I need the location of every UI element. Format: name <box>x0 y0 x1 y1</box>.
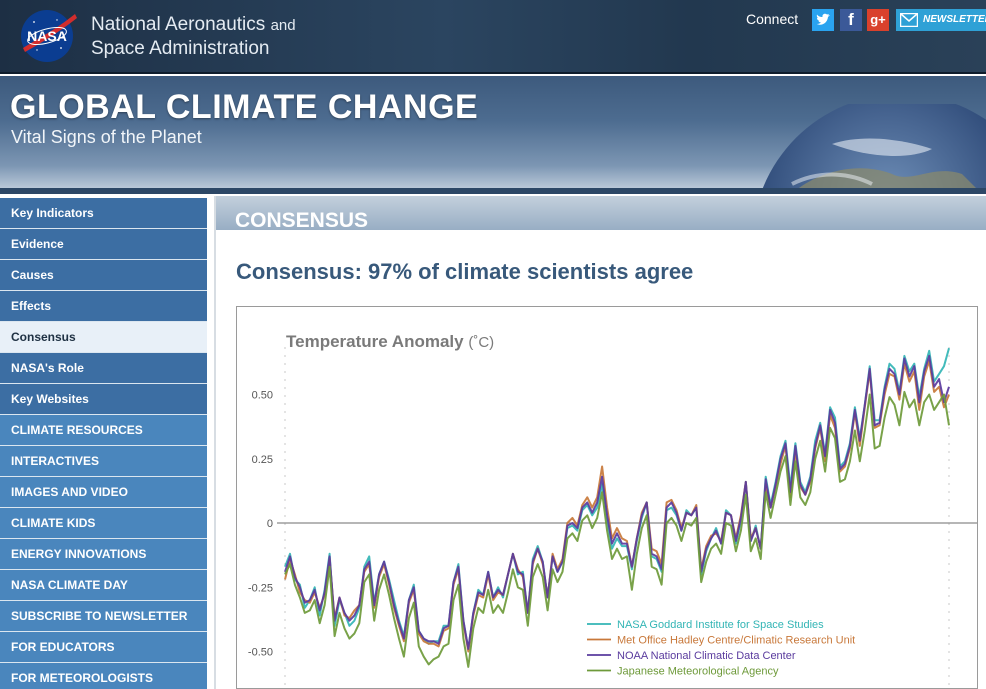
legend-label: Japanese Meteorological Agency <box>617 666 779 678</box>
legend-label: NOAA National Climatic Data Center <box>617 650 796 662</box>
sidebar-item-images-and-video[interactable]: IMAGES AND VIDEO <box>0 477 207 508</box>
y-tick-label: 0.25 <box>252 454 273 466</box>
sidebar-item-subscribe-to-newsletter[interactable]: SUBSCRIBE TO NEWSLETTER <box>0 601 207 632</box>
sidebar-item-nasas-role[interactable]: NASA's Role <box>0 353 207 384</box>
agency-name[interactable]: National Aeronautics and Space Administr… <box>91 13 296 60</box>
nasa-logo[interactable]: NASA <box>17 8 77 64</box>
sidebar-item-consensus[interactable]: Consensus <box>0 322 207 353</box>
y-tick-label: 0.50 <box>252 390 273 402</box>
facebook-icon[interactable]: f <box>840 9 862 31</box>
sidebar-item-for-educators[interactable]: FOR EDUCATORS <box>0 632 207 663</box>
legend-label: NASA Goddard Institute for Space Studies <box>617 619 824 631</box>
sidebar-item-key-websites[interactable]: Key Websites <box>0 384 207 415</box>
banner-divider <box>0 188 986 194</box>
chart-plot: 0.50 0.25 0 -0.25 -0.50 NASA Goddard Institut… <box>248 347 977 688</box>
y-tick-label: -0.50 <box>248 647 273 659</box>
top-bar: NASA National Aeronautics and Space Admi… <box>0 0 986 74</box>
envelope-icon <box>900 13 918 27</box>
series-line-japanese-meteorological-agency <box>284 390 950 668</box>
twitter-icon[interactable] <box>812 9 834 31</box>
sidebar-item-climate-resources[interactable]: CLIMATE RESOURCES <box>0 415 207 446</box>
page-heading: Consensus: 97% of climate scientists agr… <box>236 259 694 284</box>
sidebar-item-climate-kids[interactable]: CLIMATE KIDS <box>0 508 207 539</box>
agency-and: and <box>270 17 296 34</box>
newsletter-button[interactable]: NEWSLETTER <box>896 9 986 31</box>
sidebar-item-effects[interactable]: Effects <box>0 291 207 322</box>
legend-label: Met Office Hadley Centre/Climatic Resear… <box>617 635 855 647</box>
y-tick-label: -0.25 <box>248 582 273 594</box>
site-banner: GLOBAL CLIMATE CHANGE Vital Signs of the… <box>0 76 986 188</box>
sidebar-item-key-indicators[interactable]: Key Indicators <box>0 198 207 229</box>
logo-text: NASA <box>27 28 67 44</box>
series-line-nasa-goddard-institute-for-space-studies <box>284 347 950 650</box>
sidebar-item-for-meteorologists[interactable]: FOR METEOROLOGISTS <box>0 663 207 689</box>
sidebar-item-causes[interactable]: Causes <box>0 260 207 291</box>
agency-line-2: Space Administration <box>91 38 270 59</box>
sidebar-item-nasa-climate-day[interactable]: NASA CLIMATE DAY <box>0 570 207 601</box>
earth-image <box>762 104 986 188</box>
chart-title: Temperature Anomaly (˚C) <box>286 332 494 352</box>
main-content: CONSENSUS Consensus: 97% of climate scie… <box>214 196 986 689</box>
connect-label: Connect <box>746 11 799 27</box>
newsletter-label: NEWSLETTER <box>923 14 986 25</box>
temperature-anomaly-chart: Temperature Anomaly (˚C) 0.50 0.25 0 -0.25 -… <box>236 306 978 689</box>
site-title[interactable]: GLOBAL CLIMATE CHANGE <box>10 88 479 126</box>
sidebar-item-interactives[interactable]: INTERACTIVES <box>0 446 207 477</box>
section-header-bar: CONSENSUS <box>216 196 986 232</box>
chart-title-unit: (˚C) <box>468 334 495 351</box>
section-title: CONSENSUS <box>235 209 369 232</box>
series-line-met-office-hadley-centre-climatic-research-unit <box>284 360 950 653</box>
sidebar-item-energy-innovations[interactable]: ENERGY INNOVATIONS <box>0 539 207 570</box>
google-plus-icon[interactable]: g+ <box>867 9 889 31</box>
sidebar-item-evidence[interactable]: Evidence <box>0 229 207 260</box>
y-tick-label: 0 <box>267 518 273 530</box>
series-line-noaa-national-climatic-data-center <box>284 354 950 650</box>
agency-line-1: National Aeronautics <box>91 14 266 35</box>
site-subtitle: Vital Signs of the Planet <box>11 127 202 147</box>
sidebar-nav: Key Indicators Evidence Causes Effects C… <box>0 198 208 689</box>
chart-title-text: Temperature Anomaly <box>286 332 464 351</box>
